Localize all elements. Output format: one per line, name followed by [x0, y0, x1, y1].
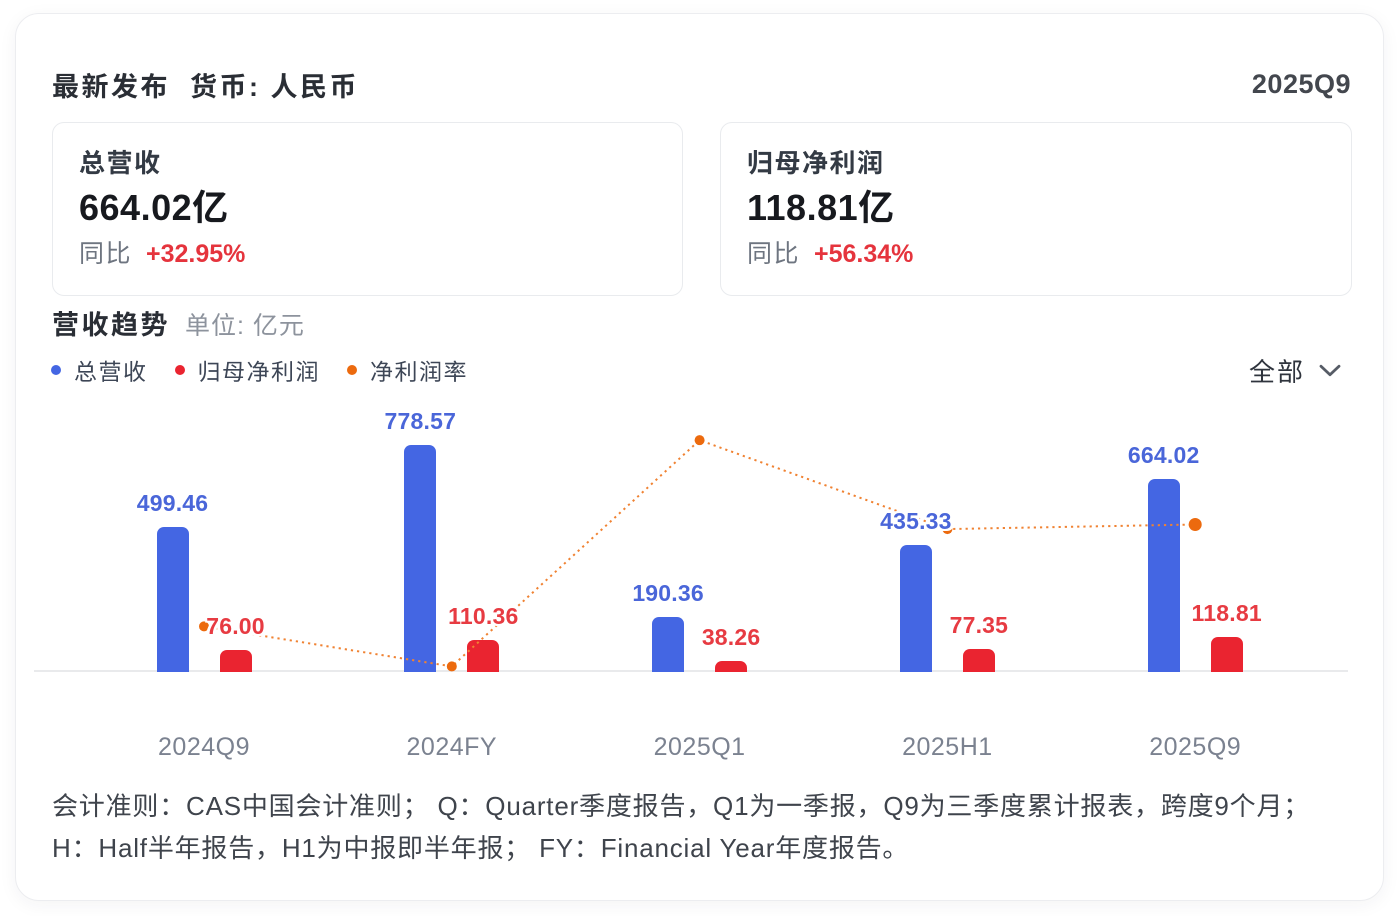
stat-label: 归母净利润 — [747, 148, 885, 178]
legend-item[interactable]: 净利润率 — [347, 353, 468, 387]
legend-label: 净利润率 — [370, 359, 468, 385]
period-badge: 2025Q9 — [1251, 68, 1351, 99]
report-card: 最新发布 货币: 人民币 2025Q9 总营收 664.02亿 同比 +32.9… — [15, 13, 1384, 901]
chevron-down-icon — [1319, 364, 1341, 376]
stat-label: 总营收 — [79, 148, 162, 178]
yoy-value: +32.95% — [146, 240, 246, 268]
header-left: 最新发布 货币: 人民币 — [52, 65, 359, 104]
yoy-label: 同比 — [747, 240, 801, 268]
currency-label: 货币: 人民币 — [190, 71, 359, 102]
footnote-line: H：Half半年报告，H1为中报即半年报； FY：Financial Year年… — [52, 833, 910, 863]
stat-value: 664.02亿 — [79, 187, 229, 228]
stat-card-revenue: 总营收 664.02亿 同比 +32.95% — [52, 122, 683, 296]
legend-dot — [347, 365, 357, 375]
section-unit: 单位: 亿元 — [185, 312, 305, 340]
legend-dot — [174, 365, 185, 375]
range-filter-label: 全部 — [1248, 356, 1305, 387]
legend-item[interactable]: 归母净利润 — [174, 353, 321, 387]
legend-item[interactable]: 总营收 — [51, 353, 148, 387]
latest-release-label: 最新发布 — [52, 71, 170, 102]
footnote-line: 会计准则：CAS中国会计准则； Q：Quarter季度报告，Q1为一季报，Q9为… — [52, 791, 1311, 821]
legend-dot — [51, 365, 61, 375]
yoy-label: 同比 — [79, 240, 133, 268]
stat-card-net-profit: 归母净利润 118.81亿 同比 +56.34% — [720, 122, 1352, 296]
yoy-value: +56.34% — [814, 240, 914, 268]
chart-legend: 总营收 归母净利润 净利润率 — [51, 353, 468, 387]
stat-yoy-row: 同比 +32.95% — [79, 240, 654, 268]
stat-yoy-row: 同比 +56.34% — [747, 240, 1323, 268]
legend-label: 归母净利润 — [197, 359, 320, 385]
stat-value: 118.81亿 — [747, 187, 895, 228]
footnote: 会计准则：CAS中国会计准则； Q：Quarter季度报告，Q1为一季报，Q9为… — [52, 785, 1392, 869]
header-row: 最新发布 货币: 人民币 2025Q9 — [52, 68, 1351, 102]
range-filter-dropdown[interactable]: 全部 — [1249, 355, 1341, 387]
section-header: 营收趋势 单位: 亿元 — [52, 303, 305, 342]
section-title: 营收趋势 — [52, 310, 170, 340]
legend-label: 总营收 — [74, 359, 148, 385]
